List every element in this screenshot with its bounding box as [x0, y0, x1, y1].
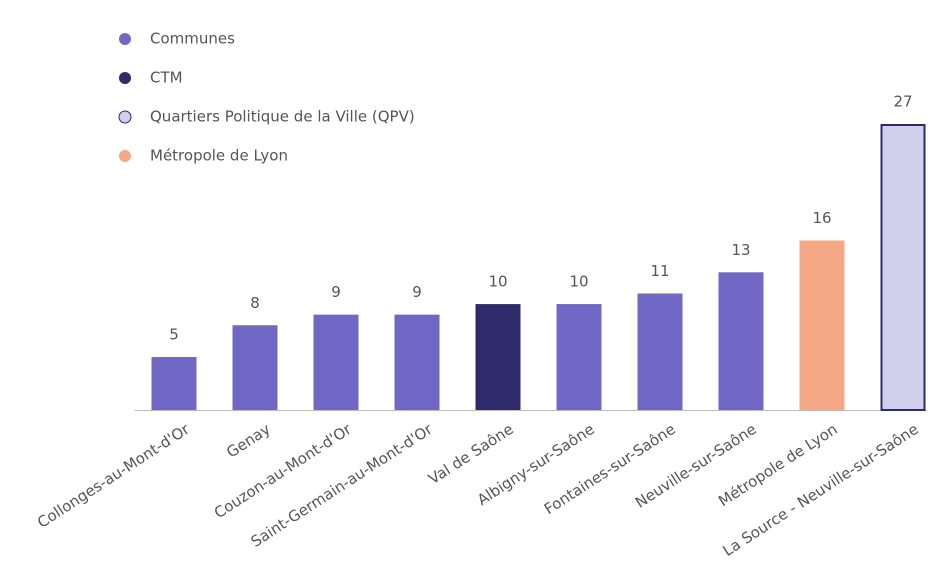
- bar: [556, 304, 602, 410]
- bar: [394, 314, 440, 410]
- legend-label: Métropole de Lyon: [150, 147, 288, 165]
- data-label: 10: [488, 273, 507, 291]
- legend-marker: [119, 33, 131, 45]
- data-label: 11: [650, 262, 669, 280]
- data-label: 13: [731, 241, 750, 259]
- legend-label: Communes: [150, 30, 235, 48]
- bar: [232, 325, 278, 410]
- bar: [880, 124, 926, 411]
- x-tick-label: Collonges-au-Mont-d'Or: [34, 420, 193, 532]
- legend-label: Quartiers Politique de la Ville (QPV): [150, 108, 415, 126]
- legend-marker: [119, 150, 131, 162]
- data-label: 5: [169, 326, 179, 344]
- x-tick-label: Genay: [223, 420, 274, 462]
- bar: [151, 357, 197, 410]
- bar: [718, 272, 764, 410]
- x-tick-label: Fontaines-sur-Saône: [541, 420, 679, 518]
- data-label: 9: [331, 283, 341, 301]
- data-label: 8: [250, 294, 260, 312]
- bar: [637, 293, 683, 410]
- legend-label: CTM: [150, 69, 183, 87]
- bar: [313, 314, 359, 410]
- legend-marker: [119, 72, 131, 84]
- data-label: 10: [569, 273, 588, 291]
- bar: [475, 304, 521, 410]
- legend-marker: [118, 110, 132, 124]
- bar: [799, 240, 845, 410]
- data-label: 27: [893, 93, 912, 111]
- data-label: 16: [812, 209, 831, 227]
- x-tick-label: Couzon-au-Mont-d'Or: [211, 420, 356, 523]
- data-label: 9: [412, 283, 422, 301]
